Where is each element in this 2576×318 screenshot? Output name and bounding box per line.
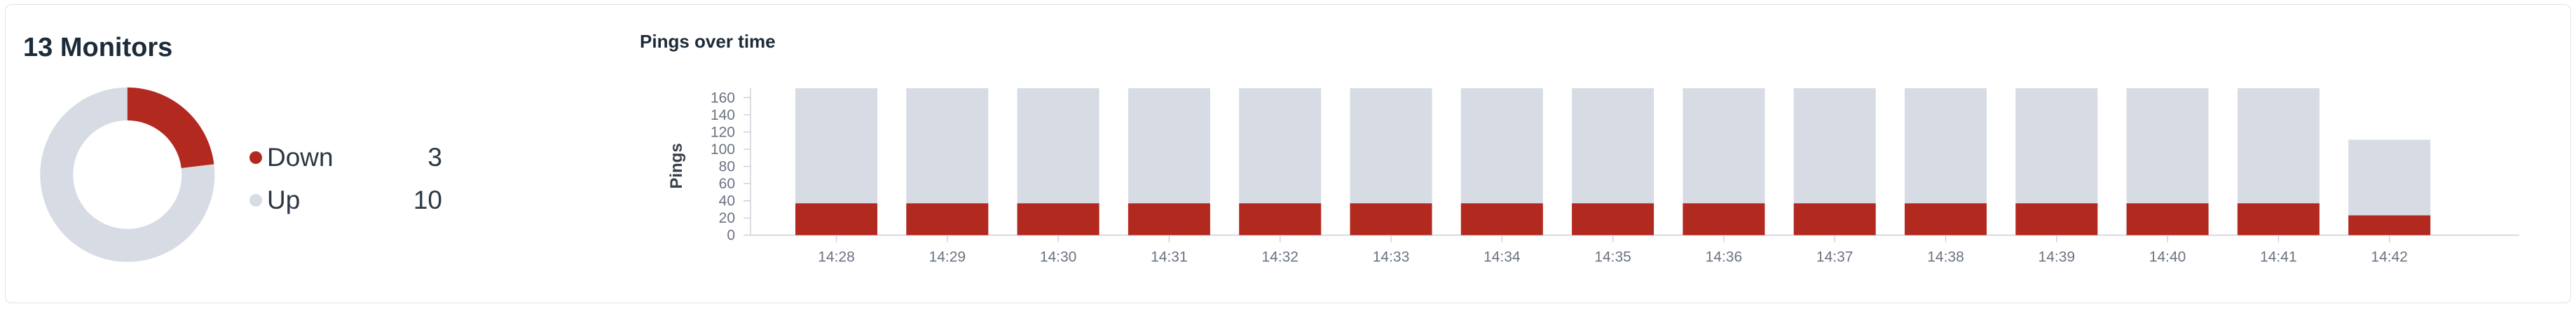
svg-text:160: 160: [711, 90, 735, 106]
svg-text:20: 20: [719, 210, 735, 226]
svg-text:14:38: 14:38: [1927, 249, 1964, 265]
svg-text:60: 60: [719, 176, 735, 192]
svg-text:14:31: 14:31: [1151, 249, 1188, 265]
svg-text:14:42: 14:42: [2371, 249, 2408, 265]
svg-text:14:39: 14:39: [2039, 249, 2076, 265]
svg-text:14:41: 14:41: [2260, 249, 2297, 265]
svg-text:80: 80: [719, 159, 735, 175]
svg-text:14:35: 14:35: [1594, 249, 1631, 265]
svg-text:14:34: 14:34: [1484, 249, 1521, 265]
svg-text:14:36: 14:36: [1706, 249, 1743, 265]
svg-text:14:29: 14:29: [929, 249, 966, 265]
svg-text:140: 140: [711, 107, 735, 123]
svg-text:40: 40: [719, 193, 735, 209]
svg-text:100: 100: [711, 141, 735, 158]
svg-text:Pings: Pings: [667, 143, 686, 188]
svg-text:120: 120: [711, 124, 735, 140]
svg-text:14:33: 14:33: [1373, 249, 1410, 265]
svg-text:0: 0: [727, 228, 735, 244]
svg-text:14:37: 14:37: [1816, 249, 1854, 265]
svg-text:14:28: 14:28: [818, 249, 855, 265]
svg-text:14:40: 14:40: [2149, 249, 2186, 265]
svg-text:14:30: 14:30: [1040, 249, 1077, 265]
svg-text:14:32: 14:32: [1261, 249, 1299, 265]
